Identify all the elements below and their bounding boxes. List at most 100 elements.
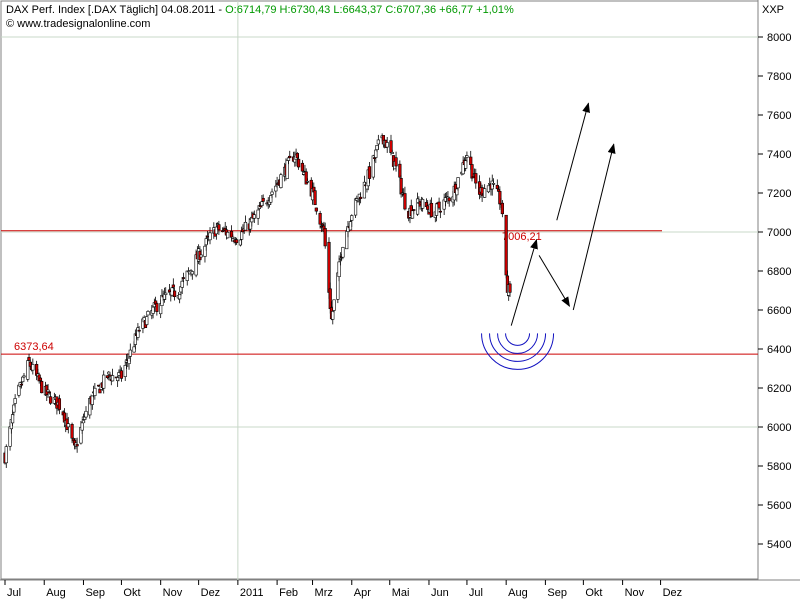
candle [12,404,16,416]
candle-body [155,303,159,312]
candle [199,249,203,260]
candle-body [486,185,491,193]
y-tick-label: 6200 [767,383,791,395]
candle [500,200,504,218]
candle-body [208,232,212,241]
candle [136,323,140,341]
x-tick-label: Aug [46,587,66,599]
candle-body [403,193,407,210]
candle-body [376,139,380,145]
candle [437,197,441,210]
candle [323,222,327,249]
candle-body [123,365,127,377]
candle [362,175,367,199]
candle [178,293,182,304]
candle-body [288,155,292,159]
candle [123,360,127,381]
candle-body [214,226,218,235]
candle [145,315,149,327]
candle-body [180,280,184,288]
candle-body [341,247,345,258]
candle [22,372,26,379]
y-tick-label: 7800 [767,71,791,83]
x-tick-label: Jul [469,587,483,599]
candle-body [226,231,230,239]
candle [4,444,8,468]
candle [146,310,150,316]
candle [261,194,265,206]
x-tick-label: Dez [663,587,683,599]
candle-body [172,290,177,298]
y-tick-label: 7000 [767,227,791,239]
bottom-arc[interactable] [505,333,531,346]
candle-body [261,197,265,202]
candle [350,214,354,227]
x-tick-label: Mrz [315,587,333,599]
candle [447,196,451,207]
candle-body [164,292,168,295]
y-tick-label: 6800 [767,266,791,278]
candle-body [47,391,51,394]
candle [164,287,168,300]
grid-lines [1,1,758,580]
y-tick-label: 5400 [767,539,791,551]
y-tick-label: 6400 [767,344,791,356]
y-tick-label: 6000 [767,422,791,434]
candle [180,276,184,295]
candle [90,395,94,410]
candle [367,161,372,184]
candle [243,215,248,231]
x-tick-label: Nov [625,587,645,599]
annotation-layer [481,102,616,370]
candle-body [438,210,442,213]
y-tick-label: 5600 [767,500,791,512]
candle-body [332,299,336,311]
candle-body [304,171,308,185]
candle [208,227,212,245]
bottom-arc[interactable] [497,333,539,354]
bottom-arc[interactable] [489,333,547,362]
candle-body [146,311,150,316]
bottom-arc[interactable] [481,333,555,370]
candle [314,207,318,215]
candle-body [300,162,305,172]
candle-body [252,214,256,219]
candle-body [40,380,44,394]
candle [465,151,469,163]
candle-body [318,213,322,225]
candle-body [297,158,301,168]
forecast-arrow[interactable] [538,255,570,307]
candle-body [66,423,70,428]
candle-body [107,371,111,375]
candle [313,187,317,206]
candle [359,192,363,204]
candle-body [385,142,389,148]
candle-body [331,311,335,320]
candle [474,168,478,189]
candle-body [80,422,84,431]
forecast-arrow[interactable] [572,143,616,311]
candle [119,367,124,382]
candle-body [464,160,468,169]
instrument-title: DAX Perf. Index [.DAX Täglich] 04.08.201… [6,4,225,16]
candle-body [398,163,402,178]
forecast-arrow[interactable] [556,102,590,221]
candle [371,154,375,180]
candle-body [128,349,132,357]
candle [508,281,512,297]
data-source-credit: © www.tradesignalonline.com [6,18,150,30]
candle-body [421,199,425,209]
candle-body [199,254,203,258]
candle-body [474,173,478,184]
candle [279,172,283,189]
candle [27,353,31,362]
candle-body [279,174,283,188]
candle-body [31,364,35,371]
candle [26,358,30,382]
forecast-arrow[interactable] [510,238,538,326]
candle-body [465,155,469,158]
price-axis: 5400 5600 5800 6000 6200 6400 6600 6800 7000 7200… [758,32,791,551]
candle [288,150,292,159]
candle-body [19,383,24,386]
candle [155,301,159,316]
